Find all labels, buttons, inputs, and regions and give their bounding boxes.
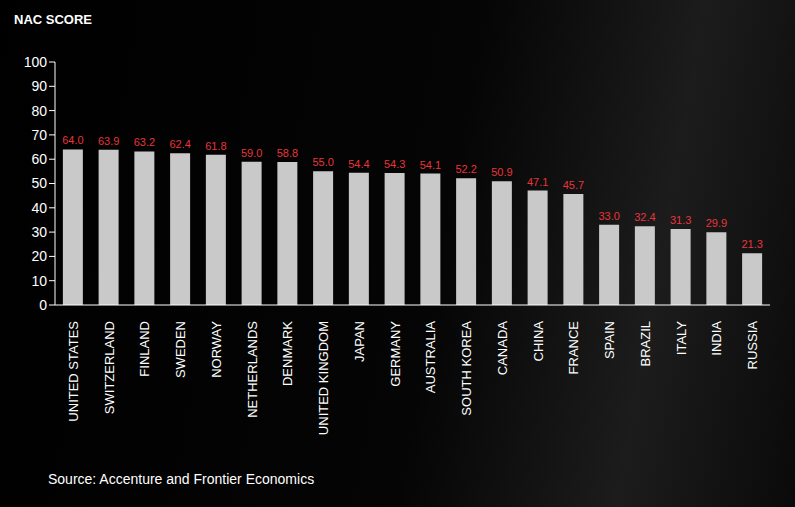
svg-text:50: 50 (31, 175, 47, 191)
svg-text:GERMANY: GERMANY (388, 321, 403, 387)
html-text:NAC SCORE: NAC SCORE (14, 12, 92, 27)
svg-text:47.1: 47.1 (527, 176, 548, 188)
svg-text:NORWAY: NORWAY (209, 321, 224, 378)
svg-text:21.3: 21.3 (741, 238, 762, 250)
svg-text:64.0: 64.0 (62, 134, 83, 146)
svg-text:54.4: 54.4 (348, 158, 369, 170)
svg-text:UNITED KINGDOM: UNITED KINGDOM (316, 321, 331, 435)
svg-text:JAPAN: JAPAN (352, 321, 367, 362)
svg-text:UNITED STATES: UNITED STATES (66, 321, 81, 422)
svg-text:SPAIN: SPAIN (602, 321, 617, 359)
svg-text:90: 90 (31, 78, 47, 94)
svg-text:31.3: 31.3 (670, 214, 691, 226)
svg-text:10: 10 (31, 273, 47, 289)
svg-text:100: 100 (24, 54, 48, 70)
svg-text:20: 20 (31, 248, 47, 264)
svg-text:SWITZERLAND: SWITZERLAND (102, 321, 117, 414)
svg-text:SWEDEN: SWEDEN (173, 321, 188, 378)
svg-text:32.4: 32.4 (634, 211, 655, 223)
svg-text:52.2: 52.2 (455, 163, 476, 175)
svg-text:70: 70 (31, 127, 47, 143)
svg-text:50.9: 50.9 (491, 166, 512, 178)
svg-text:DENMARK: DENMARK (280, 321, 295, 386)
svg-text:60: 60 (31, 151, 47, 167)
svg-text:FRANCE: FRANCE (566, 321, 581, 375)
svg-text:45.7: 45.7 (563, 179, 584, 191)
svg-text:NETHERLANDS: NETHERLANDS (245, 321, 260, 418)
svg-text:29.9: 29.9 (706, 217, 727, 229)
svg-text:SOUTH KOREA: SOUTH KOREA (459, 321, 474, 416)
svg-text:CANADA: CANADA (495, 321, 510, 376)
svg-text:54.3: 54.3 (384, 158, 405, 170)
svg-text:63.2: 63.2 (134, 136, 155, 148)
svg-text:FINLAND: FINLAND (137, 321, 152, 377)
svg-text:33.0: 33.0 (598, 210, 619, 222)
svg-text:0: 0 (39, 297, 47, 313)
svg-text:RUSSIA: RUSSIA (745, 321, 760, 370)
svg-text:59.0: 59.0 (241, 147, 262, 159)
svg-text:CHINA: CHINA (531, 321, 546, 362)
svg-text:30: 30 (31, 224, 47, 240)
svg-text:ITALY: ITALY (674, 321, 689, 356)
svg-text:80: 80 (31, 103, 47, 119)
svg-text:54.1: 54.1 (420, 159, 441, 171)
html-text:Source: Accenture and Frontier: Source: Accenture and Frontier Economics (48, 471, 315, 487)
svg-text:62.4: 62.4 (169, 138, 190, 150)
svg-text:58.8: 58.8 (277, 147, 298, 159)
svg-text:55.0: 55.0 (312, 156, 333, 168)
svg-text:40: 40 (31, 200, 47, 216)
svg-text:INDIA: INDIA (709, 321, 724, 356)
svg-text:BRAZIL: BRAZIL (638, 321, 653, 367)
svg-text:61.8: 61.8 (205, 140, 226, 152)
svg-text:AUSTRALIA: AUSTRALIA (423, 321, 438, 394)
svg-text:63.9: 63.9 (98, 135, 119, 147)
